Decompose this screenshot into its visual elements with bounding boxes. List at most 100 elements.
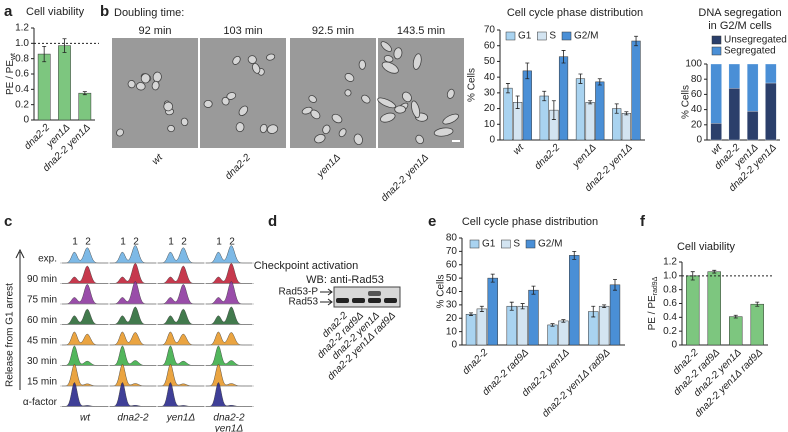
cell — [344, 73, 355, 82]
peak-label: 1 — [216, 237, 222, 248]
panel-label: e — [428, 213, 436, 230]
y-tick-label: 20 — [446, 313, 458, 324]
cell — [331, 113, 343, 124]
doubling-time: 92 min — [138, 25, 171, 37]
y-tick-label: 0.8 — [15, 53, 29, 64]
cell — [380, 41, 392, 52]
blot-antibody: WB: anti-Rad53 — [306, 274, 384, 286]
bar-segment — [747, 110, 759, 141]
cell — [259, 123, 268, 134]
bar — [528, 289, 539, 346]
x-tick-label: dna2-2 — [533, 142, 563, 172]
error-bar — [520, 303, 525, 310]
histogram — [61, 331, 108, 346]
peak-label: 1 — [120, 237, 126, 248]
bar — [750, 303, 764, 346]
y-tick-label: 1.0 — [663, 270, 677, 281]
legend-label: S — [513, 239, 520, 250]
chart-title: Cell viability — [677, 241, 736, 253]
chart-title: in G2/M cells — [708, 20, 772, 32]
legend-swatch — [711, 46, 722, 56]
band — [368, 291, 381, 296]
y-tick-label: 10 — [484, 119, 496, 130]
column-label: yen1Δ — [214, 424, 244, 432]
y-axis-label-subscript: rad9Δ — [652, 276, 659, 295]
error-bar — [561, 319, 566, 323]
y-tick-label: 80 — [446, 233, 458, 244]
cell — [247, 55, 257, 64]
band-arrow — [320, 288, 333, 296]
bar-segment — [765, 63, 777, 84]
row-label: α-factor — [23, 397, 58, 408]
error-bar — [597, 78, 602, 86]
micrograph — [290, 38, 376, 148]
bar — [707, 271, 721, 346]
y-tick-label: 0 — [23, 115, 29, 126]
row-label: exp. — [38, 254, 57, 265]
histogram — [61, 308, 108, 325]
x-tick-label: dna2-2 — [461, 347, 491, 377]
doubling-time: 143.5 min — [397, 25, 445, 37]
blot-title: Checkpoint activation — [254, 260, 359, 272]
y-tick-label: 20 — [484, 103, 496, 114]
legend-label: G1 — [482, 239, 496, 250]
y-axis-label-main: PE / PE — [647, 295, 658, 330]
bar — [621, 113, 631, 141]
y-tick-label: 1.2 — [15, 23, 29, 34]
error-bar — [561, 50, 566, 64]
histogram — [61, 265, 108, 284]
histogram — [205, 306, 252, 325]
bar — [558, 56, 569, 141]
histogram — [109, 345, 156, 366]
error-bar — [479, 305, 484, 312]
error-bar — [550, 323, 555, 327]
strain-label: dna2-2 — [223, 152, 253, 182]
cell — [301, 106, 313, 115]
y-tick-label: 70 — [484, 25, 496, 36]
histogram — [205, 331, 252, 346]
bar — [547, 324, 558, 346]
peak-label: 2 — [133, 237, 139, 248]
histogram — [157, 308, 204, 325]
cell — [116, 128, 124, 137]
y-axis-label-main: PE / PE — [5, 60, 16, 95]
cell — [401, 91, 412, 103]
histogram — [157, 247, 204, 264]
histogram — [157, 345, 204, 366]
y-axis-label: % Cells — [681, 85, 692, 119]
histogram — [157, 283, 204, 305]
peak-label: 2 — [229, 237, 235, 248]
y-axis-label-subscript: wt — [10, 53, 17, 61]
error-bar — [469, 312, 474, 316]
band-arrow — [320, 298, 333, 306]
y-tick-label: 50 — [446, 273, 458, 284]
error-bar — [755, 301, 760, 307]
cell — [314, 134, 326, 144]
cell — [238, 105, 249, 116]
x-tick-label: dna2-2 — [22, 122, 52, 152]
cell — [167, 124, 175, 133]
cell — [361, 94, 371, 104]
error-bar — [614, 103, 619, 114]
chart-title: Cell cycle phase distribution — [462, 216, 598, 228]
column-label: wt — [80, 413, 91, 424]
y-axis-label: PE / PErad9Δ — [647, 276, 659, 330]
band — [384, 298, 397, 303]
strain-label: yen1Δ — [314, 152, 343, 181]
histogram — [205, 345, 252, 366]
y-tick-label: 50 — [484, 56, 496, 67]
bar — [506, 305, 517, 346]
bar — [631, 40, 641, 141]
histogram — [157, 363, 204, 387]
error-bar — [525, 62, 530, 80]
bar — [503, 87, 513, 141]
error-bar — [634, 35, 639, 47]
chart-title: Cell cycle phase distribution — [507, 7, 643, 19]
cell — [344, 89, 352, 97]
x-tick-label: wt — [511, 141, 527, 157]
y-tick-label: 10 — [446, 326, 458, 337]
legend-swatch — [711, 35, 722, 45]
peak-label: 1 — [168, 237, 174, 248]
histogram — [61, 247, 108, 264]
cell — [266, 53, 276, 61]
